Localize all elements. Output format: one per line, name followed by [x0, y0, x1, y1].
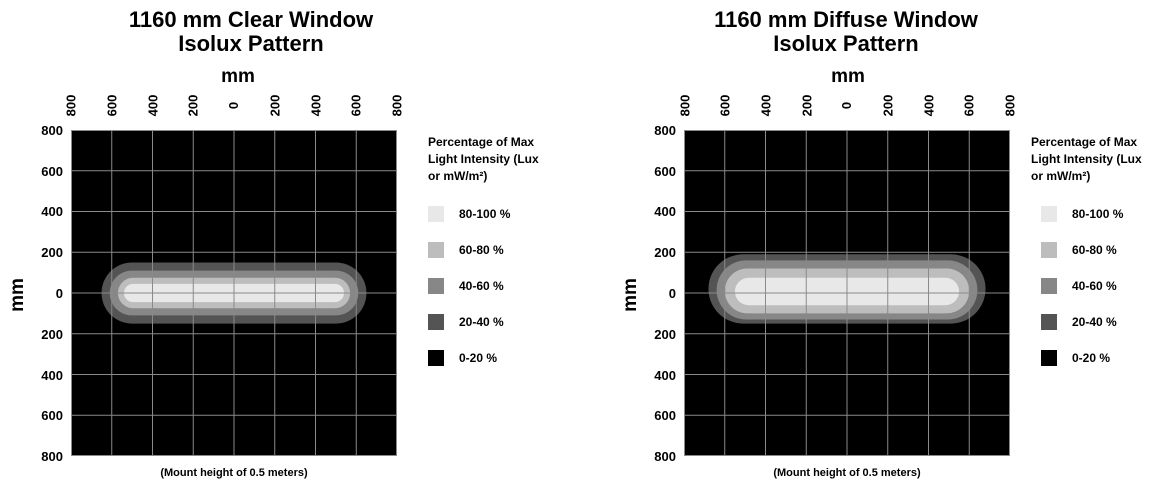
legend-title-line: Percentage of Max [428, 135, 535, 149]
x-tick-label: 200 [880, 94, 896, 117]
chart-panel-clear: 1160 mm Clear Window Isolux Pattern mm 8… [7, 8, 568, 480]
legend-swatch [1041, 278, 1057, 294]
y-tick-label: 600 [41, 164, 63, 179]
y-tick-label: 600 [654, 408, 676, 423]
legend-label: 60-80 % [459, 243, 504, 257]
plot-border [71, 130, 397, 456]
legend-swatch [1041, 314, 1057, 330]
x-tick-label: 800 [677, 94, 693, 117]
legend-label: 80-100 % [459, 207, 511, 221]
x-tick-label: 600 [961, 94, 977, 117]
legend-swatch [428, 350, 444, 366]
legend-title-line: or mW/m²) [1031, 169, 1091, 183]
y-tick-label: 0 [55, 286, 63, 301]
isolux-plot-area [684, 130, 1010, 456]
y-tick-label: 800 [654, 123, 676, 138]
y-tick-label: 200 [41, 327, 63, 342]
mount-height-note: (Mount height of 0.5 meters) [160, 467, 308, 479]
y-tick-label: 600 [41, 408, 63, 423]
y-tick-label: 800 [41, 449, 63, 464]
legend-title-line: Light Intensity (Lux [1031, 152, 1142, 166]
isolux-plot-area [71, 130, 397, 456]
chart-title-line-1: 1160 mm Clear Window [128, 7, 374, 32]
legend-label: 60-80 % [1072, 243, 1117, 257]
chart-title-line-2: Isolux Pattern [178, 31, 324, 56]
legend-title-line: Light Intensity (Lux [428, 152, 539, 166]
y-tick-label: 200 [654, 245, 676, 260]
legend-label: 80-100 % [1072, 207, 1124, 221]
y-tick-label: 0 [668, 286, 676, 301]
legend-title-line: or mW/m²) [428, 169, 488, 183]
y-tick-label: 400 [654, 204, 676, 219]
x-tick-label: 400 [921, 94, 937, 117]
y-tick-label: 400 [41, 204, 63, 219]
x-axis-label: mm [221, 66, 255, 87]
legend-title: Percentage of Max Light Intensity (Lux o… [1031, 134, 1154, 185]
legend-swatch [428, 242, 444, 258]
x-tick-label: 800 [1002, 94, 1018, 117]
x-tick-label: 400 [758, 94, 774, 117]
x-tick-label: 0 [839, 101, 855, 110]
legend-label: 40-60 % [459, 279, 504, 293]
chart-title: 1160 mm Clear Window Isolux Pattern [41, 8, 461, 56]
chart-title: 1160 mm Diffuse Window Isolux Pattern [636, 8, 1056, 56]
legend-swatch [1041, 242, 1057, 258]
legend-swatch [428, 278, 444, 294]
legend-swatch [1041, 206, 1057, 222]
legend-label: 20-40 % [459, 315, 504, 329]
chart-title-line-1: 1160 mm Diffuse Window [714, 7, 978, 32]
y-tick-label: 200 [654, 327, 676, 342]
x-tick-label: 200 [799, 94, 815, 117]
y-tick-label: 400 [654, 368, 676, 383]
legend-label: 20-40 % [1072, 315, 1117, 329]
legend-title-line: Percentage of Max [1031, 135, 1138, 149]
legend-title: Percentage of Max Light Intensity (Lux o… [428, 134, 568, 185]
x-tick-label: 600 [717, 94, 733, 117]
legend-swatch [428, 314, 444, 330]
legend-swatch [428, 206, 444, 222]
mount-height-note: (Mount height of 0.5 meters) [773, 467, 921, 479]
chart-title-line-2: Isolux Pattern [773, 31, 919, 56]
legend-swatch [1041, 350, 1057, 366]
chart-panel-diffuse: 1160 mm Diffuse Window Isolux Pattern mm… [620, 8, 1142, 480]
y-tick-label: 400 [41, 368, 63, 383]
legend-label: 0-20 % [1072, 351, 1111, 365]
legend-label: 0-20 % [459, 351, 498, 365]
plot-border [684, 130, 1010, 456]
y-tick-label: 600 [654, 164, 676, 179]
x-axis-label: mm [831, 66, 865, 87]
y-tick-label: 800 [41, 123, 63, 138]
y-tick-label: 200 [41, 245, 63, 260]
legend-label: 40-60 % [1072, 279, 1117, 293]
y-tick-label: 800 [654, 449, 676, 464]
